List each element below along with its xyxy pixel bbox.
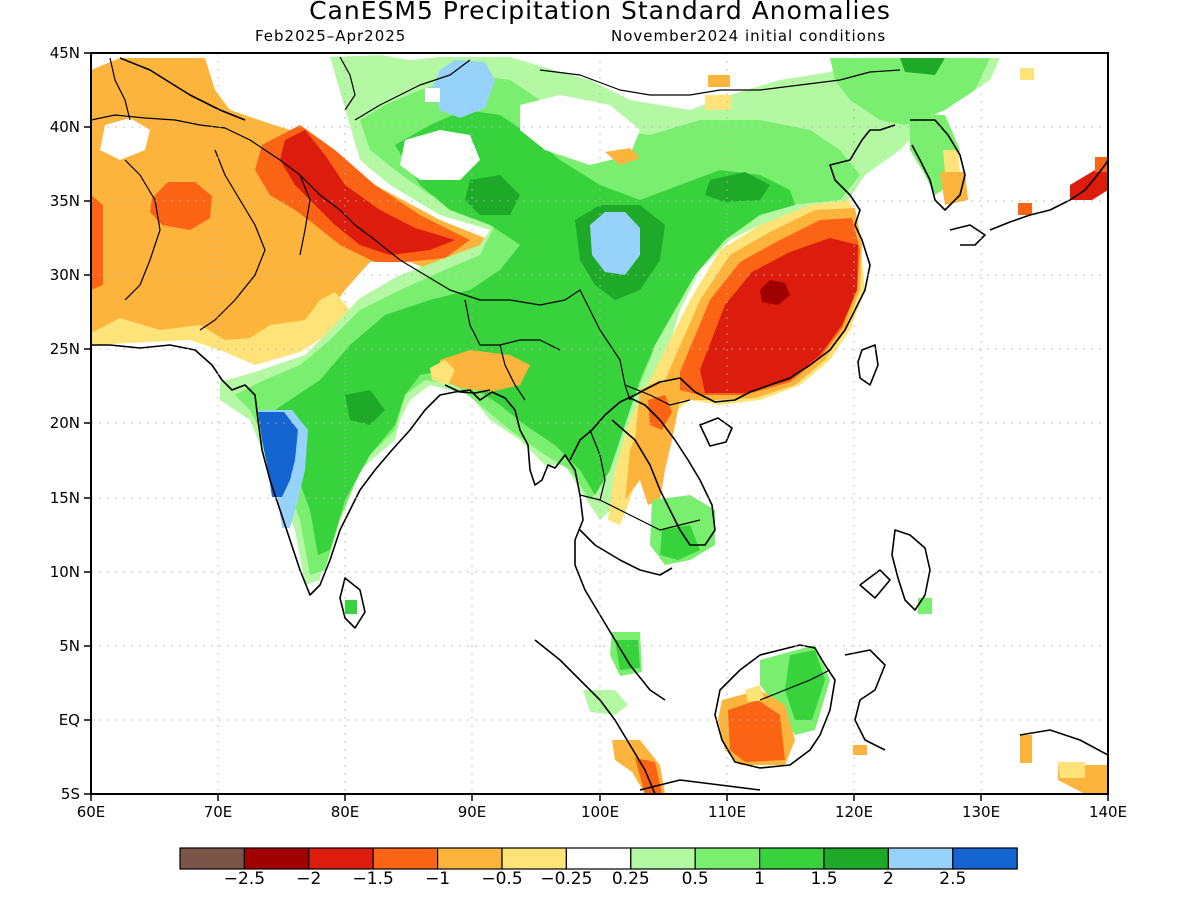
chart-title: CanESM5 Precipitation Standard Anomalies — [309, 0, 891, 25]
lon-label-100e: 100E — [580, 803, 620, 821]
borneo-north-dry — [745, 685, 765, 702]
colorbar-swatch — [308, 847, 374, 870]
colorbar-label: −2.5 — [223, 869, 266, 889]
coastlines — [91, 57, 1108, 794]
colorbar-swatch — [243, 847, 310, 870]
sulawesi-dry — [853, 745, 867, 755]
lat-label-eq: EQ — [58, 711, 80, 729]
colorbar — [179, 847, 1018, 870]
borders — [91, 56, 901, 701]
iran-west-dry — [91, 195, 103, 290]
west-asia-dry-region — [91, 58, 490, 360]
colorbar-swatch — [179, 847, 246, 870]
colorbar-label: −1.5 — [352, 869, 394, 889]
colorbar-swatch — [758, 847, 825, 870]
sumatra-wet — [583, 690, 628, 715]
subtitle-initial-conditions: November2024 initial conditions — [611, 27, 887, 45]
india-central-dark — [345, 390, 385, 425]
moluccas-dry — [1020, 735, 1032, 763]
lat-label-30n: 30N — [49, 266, 80, 284]
lat-label-25n: 25N — [49, 340, 80, 358]
colorbar-swatch — [952, 847, 1018, 870]
colorbar-label: 1 — [754, 869, 765, 889]
lon-label-70e: 70E — [203, 803, 233, 821]
lon-label-60e: 60E — [76, 803, 106, 821]
philippines-wet — [918, 598, 932, 614]
tibet-dry-spot — [605, 148, 640, 165]
iran-north-white — [100, 118, 150, 160]
colorbar-swatch — [437, 847, 503, 870]
se-china-dry-extreme — [760, 280, 790, 305]
qinghai-very-wet — [590, 212, 640, 275]
himalaya-core-dry — [280, 130, 455, 255]
china-wet-strong — [268, 110, 795, 555]
borneo-dry-mod — [728, 700, 785, 762]
japan-north-dry — [1020, 68, 1034, 80]
colorbar-swatch — [887, 847, 954, 870]
korea-dry — [940, 172, 968, 205]
lat-label-40n: 40N — [49, 118, 80, 136]
colorbar-label: 1.5 — [810, 869, 838, 889]
colorbar-label: 0.5 — [681, 869, 709, 889]
japan-dry-mod — [1095, 157, 1108, 172]
xinjiang-gap — [425, 88, 440, 102]
xinjiang-very-wet — [432, 60, 495, 118]
cambodia-wet — [660, 525, 700, 560]
sumatra-south-dry-mod — [635, 758, 662, 794]
afghanistan-core-dry — [150, 182, 212, 230]
mongolia-north-dark — [900, 58, 945, 75]
colorbar-label: 0.25 — [611, 869, 650, 889]
colorbar-swatch — [501, 847, 568, 870]
axis-ticks — [84, 52, 1109, 801]
gridlines — [91, 53, 1108, 794]
mongolia-dry-spot — [708, 75, 730, 87]
lon-label-130e: 130E — [961, 803, 1001, 821]
colorbar-label: −0.25 — [540, 869, 593, 889]
taklamakan-white — [400, 130, 480, 180]
malaysia-wet-strong — [615, 640, 640, 670]
northeast-china-wet — [830, 58, 990, 125]
gobi-white — [520, 95, 640, 165]
lat-label-20n: 20N — [49, 414, 80, 432]
lat-label-5s: 5S — [60, 785, 80, 803]
colorbar-label: −0.5 — [481, 869, 523, 889]
colorbar-swatch — [630, 847, 696, 870]
new-guinea-light-dry — [1058, 762, 1085, 778]
mongolia-dark-wet — [705, 172, 770, 202]
lat-label-15n: 15N — [49, 489, 80, 507]
colorbar-label: −1 — [425, 869, 451, 889]
western-ghats-very-wet — [258, 412, 298, 497]
colorbar-swatch — [565, 847, 632, 870]
colorbar-label: 2.5 — [939, 869, 967, 889]
lat-label-5n: 5N — [59, 637, 80, 655]
colorbar-label: −2 — [296, 869, 322, 889]
mongolia-light-dry — [705, 95, 731, 110]
colorbar-swatch — [372, 847, 439, 870]
lon-label-90e: 90E — [457, 803, 487, 821]
lat-label-10n: 10N — [49, 563, 80, 581]
colorbar-swatch — [694, 847, 761, 870]
colorbar-swatch — [823, 847, 890, 870]
borneo-wet-strong — [785, 650, 825, 720]
lon-label-140e: 140E — [1088, 803, 1128, 821]
subtitle-period: Feb2025–Apr2025 — [255, 27, 407, 45]
lat-label-35n: 35N — [49, 192, 80, 210]
lon-label-120e: 120E — [834, 803, 874, 821]
bangladesh-dry — [440, 350, 530, 392]
lon-label-80e: 80E — [330, 803, 360, 821]
anomaly-field — [91, 53, 1108, 794]
sri-lanka-wet — [345, 600, 357, 614]
kyushu-dry — [1018, 203, 1032, 215]
vietnam-dry-mod — [648, 395, 672, 430]
colorbar-label: 2 — [882, 869, 894, 889]
tibet-dark-wet — [465, 175, 520, 215]
bangladesh-light-dry — [430, 360, 455, 385]
west-asia-light-dry — [91, 292, 350, 365]
korea-light-dry — [943, 150, 960, 172]
se-china-dry-strong — [700, 238, 858, 393]
lon-label-110e: 110E — [707, 803, 747, 821]
lat-label-45n: 45N — [49, 44, 80, 62]
